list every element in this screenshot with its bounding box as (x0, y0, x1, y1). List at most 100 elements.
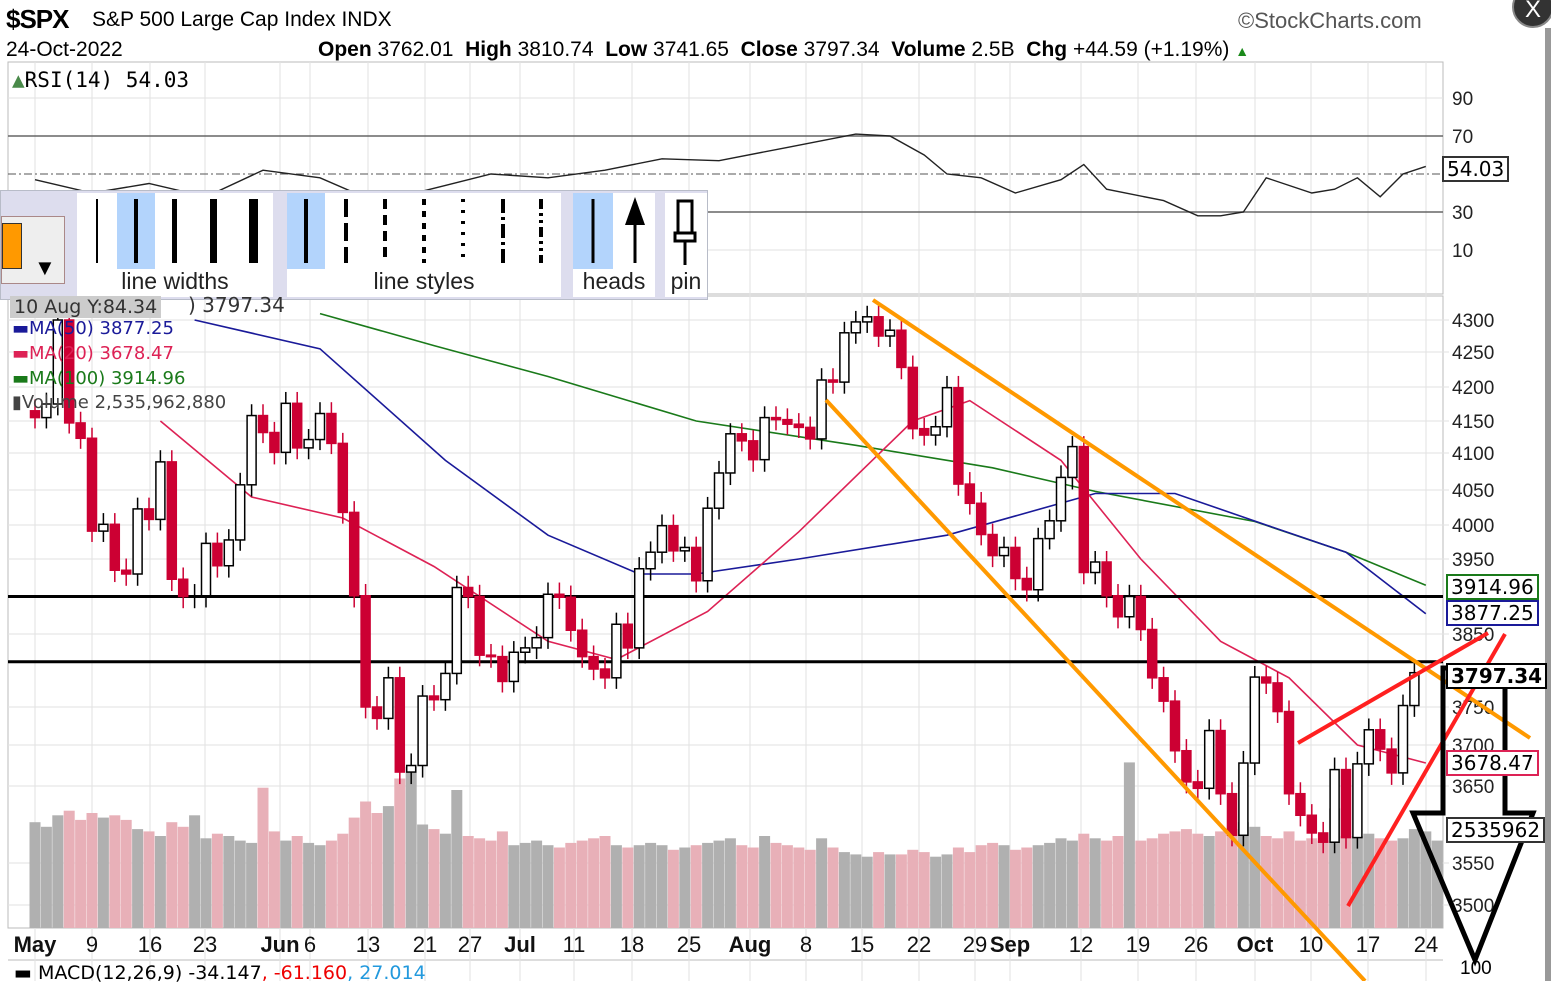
channel-lower-line[interactable] (824, 398, 1367, 981)
date-tick-label: May (14, 932, 58, 957)
wedge-upper-line[interactable] (1296, 631, 1490, 745)
volume-bar (622, 847, 634, 928)
candle-body (212, 542, 223, 567)
candle-body (668, 524, 679, 552)
volume-bar (565, 842, 577, 928)
candle-body (531, 636, 542, 649)
line-style-options[interactable] (287, 193, 561, 271)
volume-bar (1420, 831, 1432, 928)
candle-body (234, 484, 246, 541)
macd-axis-tick: 100 (1460, 958, 1492, 979)
ma20-line (159, 399, 1427, 764)
exchange: INDX (341, 8, 392, 31)
dropdown-icon[interactable]: ▼ (34, 255, 56, 280)
candle-body (804, 426, 816, 440)
volume-bar (75, 819, 87, 928)
volume-bar (394, 778, 406, 928)
line-widths-label: line widths (121, 268, 229, 294)
ma100-label: MA(100) 3914.96 (29, 368, 186, 389)
line-width-options[interactable] (77, 193, 273, 271)
volume-bar (348, 817, 360, 928)
candle-body (143, 508, 155, 521)
price-tick-label: 3650 (1452, 777, 1494, 798)
ma50-value-tag: 3877.25 (1446, 600, 1539, 626)
price-tick-label: 3550 (1452, 854, 1494, 875)
candle-body (440, 672, 451, 701)
volume-bar (1215, 831, 1227, 928)
candle-body (1329, 768, 1340, 843)
candle-body (246, 414, 257, 486)
ma100-value-tag: 3914.96 (1446, 574, 1539, 600)
volume-bar (1397, 838, 1409, 928)
date-tick-label: 24 (1414, 932, 1438, 957)
candle-body (417, 695, 428, 767)
volume-bar (884, 854, 896, 928)
volume-bar (1329, 808, 1341, 928)
channel-upper-line[interactable] (871, 298, 1532, 740)
candle-body (1260, 676, 1272, 684)
volume-bar (667, 849, 679, 928)
head-options[interactable] (573, 193, 655, 271)
rsi-label: RSI(14) 54.03 (24, 68, 190, 92)
date-tick-label: 15 (850, 932, 874, 957)
volume-bar (86, 813, 98, 928)
price-tick-label: 4100 (1452, 444, 1494, 465)
volume-bar (519, 842, 531, 928)
candle-body (497, 655, 508, 683)
candle-body (816, 379, 827, 440)
candle-body (86, 437, 98, 532)
candle-body (189, 595, 200, 598)
candle-body (109, 523, 121, 571)
color-swatch[interactable] (2, 223, 22, 269)
candle-body (1135, 595, 1147, 631)
volume-bar (816, 838, 828, 928)
volume-bar (154, 836, 166, 928)
volume-bar (907, 849, 919, 928)
high-label: High (465, 38, 512, 61)
volume-bar (325, 840, 337, 928)
down-arrow-annotation[interactable] (1409, 665, 1537, 967)
volume-bar (1408, 829, 1420, 928)
date-tick-label: 23 (193, 932, 217, 957)
volume-bar (702, 842, 714, 928)
pin-icon[interactable] (665, 193, 707, 271)
volume-bar (759, 836, 771, 928)
scrollbar[interactable] (1545, 28, 1551, 981)
volume-bar (861, 856, 873, 928)
price-tick-label: 4150 (1452, 412, 1494, 433)
candle-body (257, 414, 269, 434)
pin-group[interactable]: pin (665, 193, 707, 297)
candle-body (588, 655, 599, 670)
candle-body (770, 416, 782, 421)
macd-hist: , 27.014 (347, 962, 426, 984)
candle-body (896, 329, 907, 369)
volume-bar (1192, 833, 1204, 928)
volume-bar (211, 833, 223, 928)
price-tick-label: 3950 (1452, 550, 1494, 571)
candle-body (1295, 792, 1306, 817)
hover-readout: 10 Aug Y:84.34 (10, 296, 162, 318)
drawn-annotations[interactable] (824, 298, 1537, 981)
volume-bar (656, 845, 668, 928)
candle-body (474, 595, 485, 656)
candle-body (542, 593, 554, 639)
volume-bar (1340, 836, 1352, 928)
volume-bar (930, 856, 942, 928)
symbol: $SPX (6, 4, 69, 34)
volume-bar (97, 817, 109, 928)
volume-bar (451, 790, 463, 928)
candle-body (987, 533, 998, 557)
candles (29, 305, 1420, 854)
color-picker[interactable]: ▼ (1, 216, 65, 284)
candle-body (759, 416, 770, 461)
volume-bar (975, 845, 987, 928)
volume-bar (645, 842, 657, 928)
candle-body (1067, 445, 1078, 479)
volume-bar (1431, 840, 1443, 928)
volume-bar (964, 852, 976, 928)
candle-body (1010, 546, 1021, 580)
volume-bar (724, 838, 736, 928)
candle-body (291, 402, 303, 449)
candle-body (52, 319, 64, 405)
